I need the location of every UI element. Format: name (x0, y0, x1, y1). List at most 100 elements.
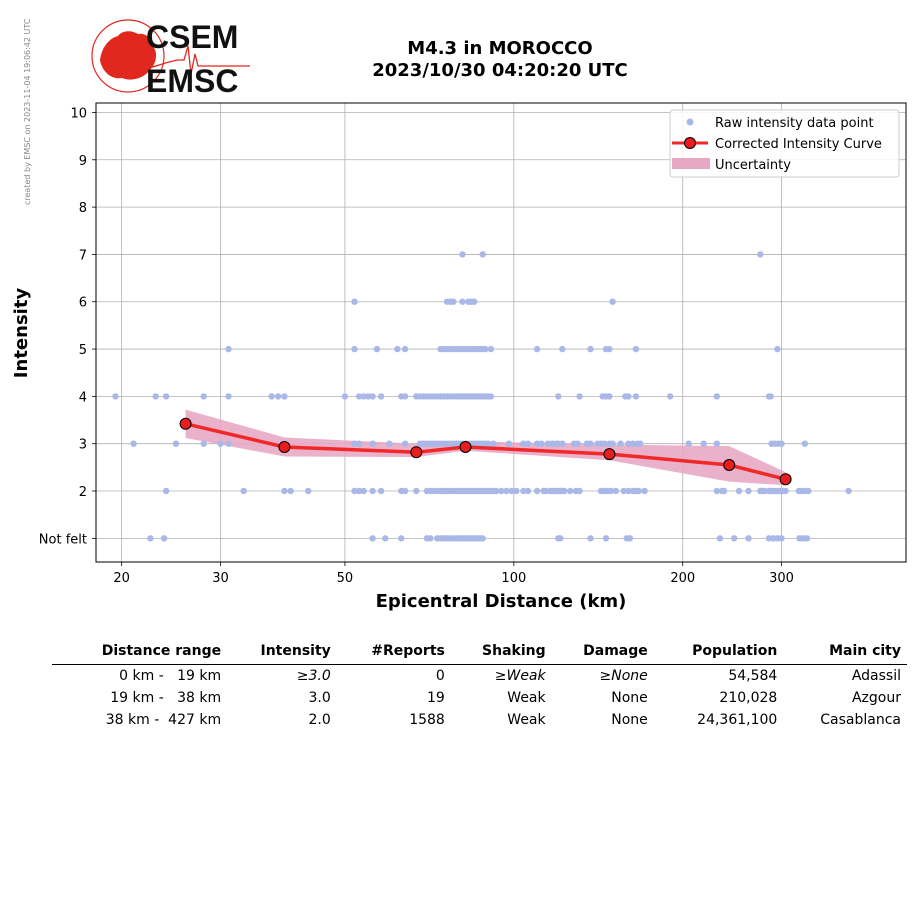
cell-damage: None (611, 712, 648, 728)
legend-raw-marker (686, 118, 694, 126)
raw-data-point (607, 487, 615, 495)
y-axis-label: Intensity (11, 288, 32, 379)
raw-data-point (713, 487, 720, 495)
raw-data-point (625, 393, 632, 400)
raw-data-point (620, 487, 627, 495)
raw-data-point (559, 345, 566, 353)
raw-data-point (401, 393, 409, 400)
y-tick-label: 5 (79, 343, 87, 358)
header-main-city: Main city (783, 640, 907, 665)
x-tick-label: 30 (212, 571, 229, 586)
raw-data-point (498, 487, 505, 495)
intensity-summary-table: Distance range Intensity #Reports Shakin… (52, 640, 907, 731)
raw-data-point (757, 251, 764, 258)
raw-data-point (803, 535, 811, 542)
raw-data-point (612, 487, 620, 495)
raw-data-point (172, 440, 180, 447)
raw-data-point (479, 535, 486, 542)
legend-uncertainty-swatch (672, 158, 710, 169)
raw-data-point (401, 345, 409, 353)
raw-data-point (487, 393, 495, 400)
raw-data-point (240, 487, 247, 495)
raw-data-point (713, 393, 720, 400)
raw-data-point (413, 487, 420, 495)
raw-data-point (130, 440, 137, 447)
raw-data-point (533, 345, 541, 353)
raw-data-point (635, 487, 642, 495)
raw-data-point (487, 345, 495, 353)
raw-data-point (533, 440, 541, 447)
raw-data-point (225, 393, 232, 400)
raw-data-point (450, 298, 457, 305)
y-tick-label: Not felt (39, 532, 87, 547)
y-tick-label: 9 (79, 154, 87, 169)
plot-frame (95, 102, 907, 563)
raw-data-point (217, 440, 224, 447)
x-tick-label: 200 (670, 571, 695, 586)
table-header-row: Distance range Intensity #Reports Shakin… (52, 640, 907, 665)
cell-shaking: Weak (507, 690, 546, 706)
cell-reports: 1588 (409, 712, 445, 728)
raw-data-point (369, 440, 376, 447)
raw-data-point (351, 345, 358, 353)
raw-data-point (351, 440, 358, 447)
raw-data-point (567, 487, 574, 495)
raw-data-point (735, 487, 743, 495)
raw-data-point (377, 487, 385, 495)
curve-marker (179, 417, 192, 430)
raw-data-point (274, 393, 282, 400)
raw-data-point (459, 298, 466, 305)
y-tick-label: 7 (79, 248, 87, 263)
raw-data-point (351, 298, 358, 305)
raw-data-point (601, 440, 608, 447)
raw-data-point (355, 393, 363, 400)
cell-reports: 19 (427, 690, 445, 706)
raw-data-point (524, 440, 532, 447)
raw-data-point (377, 393, 385, 400)
raw-data-point (774, 345, 781, 353)
raw-data-point (162, 393, 170, 400)
raw-data-point (471, 298, 478, 305)
table-row: 19 km - 38 km 3.0 19 Weak None 210,028 A… (52, 687, 907, 709)
raw-data-point (505, 440, 513, 447)
y-tick-label: 8 (79, 201, 87, 216)
raw-data-point (626, 535, 634, 542)
raw-data-point (459, 251, 466, 258)
raw-data-point (524, 487, 532, 495)
raw-data-point (360, 393, 367, 400)
raw-data-point (369, 535, 376, 542)
raw-data-point (225, 345, 232, 353)
cell-intensity: 3.0 (308, 690, 331, 706)
raw-data-point (606, 393, 613, 400)
raw-data-point (716, 535, 724, 542)
raw-data-point (281, 487, 288, 495)
raw-data-point (394, 345, 401, 353)
raw-data-point (401, 487, 409, 495)
raw-data-point (576, 487, 583, 495)
raw-data-point (561, 487, 568, 495)
raw-data-point (503, 487, 510, 495)
title-line-1: M4.3 in MOROCCO (407, 38, 593, 59)
raw-data-point (382, 535, 389, 542)
logo-line-2: EMSC (146, 63, 238, 98)
raw-data-point (508, 487, 515, 495)
raw-data-point (281, 393, 288, 400)
raw-data-point (745, 487, 752, 495)
raw-data-point (557, 535, 564, 542)
raw-data-point (587, 535, 594, 542)
raw-data-point (147, 535, 154, 542)
header-reports: #Reports (336, 640, 451, 665)
x-tick-label: 50 (337, 571, 354, 586)
raw-data-point (609, 440, 616, 447)
y-tick-label: 3 (79, 438, 87, 453)
ticks: 20 30 50 100 200 300 Not felt 2 3 4 5 6 7 8 9 10 (39, 106, 794, 586)
raw-data-point (520, 440, 527, 447)
raw-data-point (305, 487, 312, 495)
raw-data-point (632, 345, 640, 353)
raw-data-point (360, 487, 367, 495)
raw-data-point (386, 440, 393, 447)
cell-city: Casablanca (820, 712, 901, 728)
raw-data-point (482, 345, 489, 353)
header-intensity: Intensity (227, 640, 337, 665)
raw-data-point (576, 393, 583, 400)
